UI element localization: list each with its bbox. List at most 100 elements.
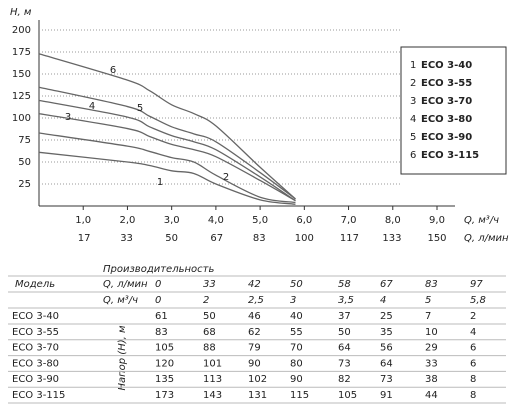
legend-label: ECO 3-55 bbox=[421, 78, 472, 89]
legend-label: ECO 3-90 bbox=[421, 132, 472, 143]
head-value: 113 bbox=[203, 374, 222, 385]
legend-label: ECO 3-115 bbox=[421, 150, 479, 161]
head-value: 8 bbox=[470, 374, 476, 385]
head-value: 120 bbox=[155, 358, 174, 369]
y-tick-label: 150 bbox=[12, 69, 31, 80]
head-value: 6 bbox=[470, 343, 476, 354]
curve bbox=[38, 53, 296, 200]
head-value: 6 bbox=[470, 358, 476, 369]
flow-value: 3 bbox=[290, 295, 296, 306]
head-value: 102 bbox=[248, 374, 267, 385]
model-name: ECO 3-90 bbox=[12, 374, 59, 385]
head-value: 37 bbox=[338, 311, 351, 322]
model-header: Модель bbox=[15, 279, 55, 290]
model-name: ECO 3-70 bbox=[12, 343, 59, 354]
head-value: 50 bbox=[338, 327, 351, 338]
flow-value: 97 bbox=[470, 279, 483, 290]
flow-value: 0 bbox=[155, 295, 161, 306]
head-value: 40 bbox=[290, 311, 303, 322]
curve-label: 2 bbox=[223, 172, 229, 183]
head-value: 44 bbox=[425, 390, 438, 401]
head-value: 2 bbox=[470, 311, 476, 322]
curve-label: 1 bbox=[157, 177, 163, 188]
model-name: ECO 3-55 bbox=[12, 327, 59, 338]
head-value: 55 bbox=[290, 327, 303, 338]
model-name: ECO 3-80 bbox=[12, 358, 59, 369]
flow-value: 3,5 bbox=[338, 295, 354, 306]
flow-label: Q, м³/ч bbox=[103, 295, 138, 306]
head-value: 38 bbox=[425, 374, 438, 385]
x-tick-label: 5,0 bbox=[252, 215, 268, 226]
legend-label: ECO 3-70 bbox=[421, 96, 472, 107]
curve-label: 5 bbox=[137, 103, 143, 114]
curve bbox=[38, 99, 296, 202]
head-value: 135 bbox=[155, 374, 174, 385]
x2-tick-label: 33 bbox=[120, 233, 133, 244]
x2-tick-label: 67 bbox=[210, 233, 223, 244]
head-value: 90 bbox=[290, 374, 303, 385]
x-axis-title: Q, м³/ч bbox=[464, 215, 499, 226]
flow-value: 5 bbox=[425, 295, 431, 306]
x2-tick-label: 150 bbox=[427, 233, 446, 244]
flow-value: 33 bbox=[203, 279, 216, 290]
head-value: 50 bbox=[203, 311, 216, 322]
head-value: 90 bbox=[248, 358, 261, 369]
flow-value: 42 bbox=[248, 279, 261, 290]
y-tick-label: 50 bbox=[18, 157, 31, 168]
head-value: 80 bbox=[290, 358, 303, 369]
head-label: Напор (Н), м bbox=[117, 325, 128, 391]
x2-tick-label: 17 bbox=[78, 233, 91, 244]
x-tick-label: 9,0 bbox=[429, 215, 445, 226]
y-axis-title: H, м bbox=[10, 7, 32, 18]
flow-value: 5,8 bbox=[470, 295, 486, 306]
head-value: 33 bbox=[425, 358, 438, 369]
curve bbox=[38, 151, 296, 205]
curve bbox=[38, 86, 296, 200]
flow-value: 67 bbox=[380, 279, 393, 290]
legend-box bbox=[400, 46, 507, 175]
flow-value: 58 bbox=[338, 279, 351, 290]
y-tick-label: 75 bbox=[18, 135, 31, 146]
x2-tick-label: 83 bbox=[253, 233, 266, 244]
head-value: 105 bbox=[338, 390, 357, 401]
head-value: 46 bbox=[248, 311, 261, 322]
x-tick-label: 6,0 bbox=[296, 215, 312, 226]
curve bbox=[38, 132, 296, 204]
head-value: 143 bbox=[203, 390, 222, 401]
legend-label: ECO 3-80 bbox=[421, 114, 472, 125]
x-tick-label: 8,0 bbox=[385, 215, 401, 226]
legend-number: 3 bbox=[410, 96, 416, 107]
x2-tick-label: 100 bbox=[295, 233, 314, 244]
head-value: 35 bbox=[380, 327, 393, 338]
curve-label: 3 bbox=[65, 112, 71, 123]
head-value: 82 bbox=[338, 374, 351, 385]
head-value: 131 bbox=[248, 390, 267, 401]
legend-number: 2 bbox=[410, 78, 416, 89]
head-value: 83 bbox=[155, 327, 168, 338]
legend-number: 5 bbox=[410, 132, 416, 143]
curve-label: 4 bbox=[89, 101, 95, 112]
legend-number: 1 bbox=[410, 60, 416, 71]
y-tick-label: 200 bbox=[12, 25, 31, 36]
curve-label: 6 bbox=[110, 65, 116, 76]
x-tick-label: 2,0 bbox=[119, 215, 135, 226]
head-value: 88 bbox=[203, 343, 216, 354]
y-tick-label: 25 bbox=[18, 179, 31, 190]
head-value: 29 bbox=[425, 343, 438, 354]
x-tick-label: 1,0 bbox=[75, 215, 91, 226]
flow-value: 83 bbox=[425, 279, 438, 290]
flow-value: 4 bbox=[380, 295, 386, 306]
flow-value: 2,5 bbox=[248, 295, 264, 306]
head-value: 61 bbox=[155, 311, 168, 322]
head-value: 68 bbox=[203, 327, 216, 338]
flow-label: Q, л/мин bbox=[103, 279, 148, 290]
flow-value: 0 bbox=[155, 279, 161, 290]
head-value: 7 bbox=[425, 311, 431, 322]
flow-value: 2 bbox=[203, 295, 209, 306]
head-value: 70 bbox=[290, 343, 303, 354]
model-name: ECO 3-40 bbox=[12, 311, 59, 322]
curve bbox=[38, 112, 296, 202]
y-tick-label: 100 bbox=[12, 113, 31, 124]
head-value: 62 bbox=[248, 327, 261, 338]
